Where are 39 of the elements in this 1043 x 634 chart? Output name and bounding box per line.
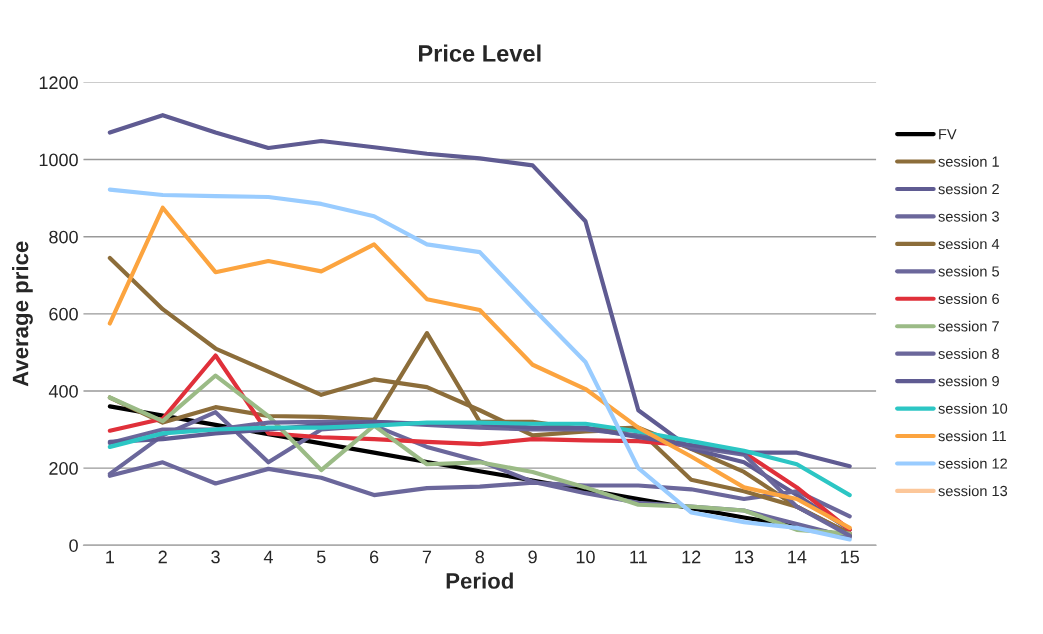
- y-tick-label: 800: [49, 230, 78, 244]
- legend-label: session 12: [938, 458, 1007, 469]
- legend-label: session 5: [938, 265, 999, 277]
- legend-label: session 4: [938, 238, 1000, 250]
- y-tick-label: 400: [48, 384, 78, 398]
- x-tick-label: 4: [263, 550, 273, 564]
- x-tick-label: 10: [576, 550, 595, 564]
- x-tick-label: 3: [211, 550, 220, 564]
- legend-label: session 9: [938, 375, 999, 387]
- y-tick-label: 200: [49, 462, 78, 475]
- legend-label: FV: [939, 129, 957, 140]
- legend-label: session 13: [938, 485, 1008, 497]
- y-tick-label: 600: [49, 307, 78, 321]
- legend-label: session 3: [938, 210, 999, 222]
- x-tick-label: 13: [735, 550, 754, 564]
- legend-label: session 8: [938, 348, 999, 359]
- x-tick-label: 8: [475, 550, 485, 564]
- x-tick-label: 5: [316, 550, 326, 564]
- chart-title: Price Level: [419, 44, 541, 62]
- y-tick-label: 1000: [39, 153, 78, 167]
- x-tick-label: 12: [682, 550, 701, 564]
- x-tick-label: 6: [369, 550, 379, 564]
- legend-label: session 1: [938, 156, 999, 167]
- legend-label: session 10: [938, 403, 1008, 414]
- x-tick-label: 15: [841, 550, 859, 564]
- x-tick-label: 11: [630, 550, 647, 564]
- x-tick-label: 1: [106, 550, 114, 564]
- legend-label: session 6: [938, 293, 999, 305]
- x-axis-title: Period: [446, 572, 513, 589]
- y-tick-label: 0: [69, 539, 78, 552]
- x-tick-label: 7: [422, 550, 432, 564]
- y-tick-label: 1200: [39, 76, 78, 90]
- legend-label: session 2: [938, 183, 999, 195]
- x-tick-label: 9: [528, 550, 537, 564]
- legend-label: session 7: [938, 320, 999, 332]
- legend-label: session 11: [938, 430, 1006, 442]
- y-axis-title: Average price: [12, 241, 33, 387]
- x-tick-label: 14: [788, 550, 807, 564]
- x-tick-label: 2: [158, 550, 167, 564]
